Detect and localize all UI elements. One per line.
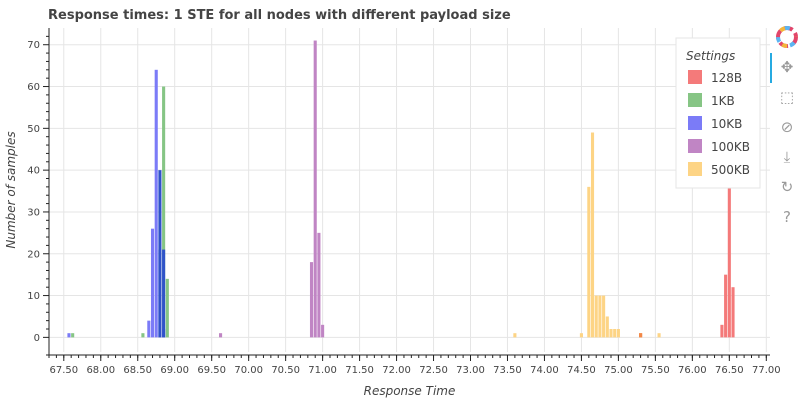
bar-500KB [513,333,517,338]
bar-100KB [321,324,325,338]
bar-100KB [313,40,317,338]
legend-swatch [688,70,702,84]
y-tick-label: 50 [27,124,40,135]
help-icon[interactable]: ? [783,208,791,226]
x-tick-label: 70.00 [234,365,263,376]
bar-10KB [154,69,158,338]
bar-1KB [141,333,145,338]
bar-500KB [616,329,620,338]
bokeh-logo-icon[interactable] [776,26,798,48]
bar-500KB [609,329,613,338]
y-tick-label: 10 [27,291,40,302]
x-tick-label: 68.00 [86,365,115,376]
legend-label: 10KB [711,117,742,131]
save-icon[interactable]: ⤓ [783,148,791,166]
axes: 67.50 68.00 68.50 69.00 69.50 70.00 70.50 71.00… [4,28,781,398]
bar-128B [724,274,728,338]
x-tick-label: 68.50 [123,365,152,376]
x-tick-label: 74.00 [530,365,559,376]
bar-1KB [71,333,75,338]
legend-swatch [688,139,702,153]
bar-500KB [598,295,602,338]
x-tick-label: 69.00 [160,365,189,376]
bar-500KB [657,333,661,338]
y-tick-label: 20 [27,249,40,260]
legend-swatch [688,116,702,130]
bar-1KB [162,86,166,338]
y-tick-label: 60 [27,82,40,93]
bar-10KB [150,228,155,338]
legend-label: 100KB [711,140,750,154]
bar-500KB [594,295,598,338]
legend: Settings 128B 1KB 10KB 100KB 500KB [675,37,761,189]
bar-500KB [590,132,595,338]
y-tick-label: 40 [27,166,40,177]
bar-128B [731,287,735,338]
legend-label: 1KB [711,94,735,108]
chart-title: Response times: 1 STE for all nodes with… [48,8,511,23]
x-axis-label: Response Time [364,384,456,398]
x-tick-label: 71.50 [345,365,374,376]
wheel-zoom-icon[interactable]: ⊘ [780,118,794,136]
active-tool-indicator [770,53,772,83]
bar-500KB [579,333,583,338]
x-tick-label: 73.50 [493,365,522,376]
x-tick-label: 70.50 [271,365,300,376]
x-tick-label: 72.00 [382,365,411,376]
bar-100KB [219,333,223,338]
overlap-bar [639,333,643,338]
pan-icon[interactable]: ✥ [780,58,794,76]
overlap-bar [158,170,162,338]
bar-500KB [602,295,606,338]
y-tick-label: 30 [27,207,40,218]
x-tick-label: 67.50 [49,365,78,376]
y-axis-label: Number of samples [4,131,18,248]
bar-128B [720,324,724,338]
legend-swatch [688,162,702,176]
x-tick-label: 75.00 [604,365,633,376]
x-tick-label: 76.00 [678,365,707,376]
bar-128B [727,182,731,338]
bar-500KB [613,329,617,338]
x-tick-label: 69.50 [197,365,226,376]
bar-100KB [317,232,321,338]
y-tick-label: 0 [34,333,40,344]
legend-title: Settings [686,49,735,63]
x-tick-label: 76.50 [715,365,744,376]
histogram-bars [67,40,735,338]
x-tick-label: 73.00 [456,365,485,376]
overlap-bar [162,249,166,338]
legend-swatch [688,93,702,107]
bar-1KB [165,278,169,338]
legend-label: 128B [711,71,742,85]
bar-10KB [147,320,151,338]
y-tick-label: 70 [27,40,40,51]
x-tick-label: 74.50 [567,365,596,376]
x-tick-label: 72.50 [419,365,448,376]
x-tick-label: 71.00 [308,365,337,376]
reset-icon[interactable]: ↻ [780,178,794,196]
x-tick-label: 75.50 [641,365,670,376]
bar-10KB [67,333,71,338]
bar-100KB [309,262,314,338]
x-tick-label: 77.00 [752,365,781,376]
legend-label: 500KB [711,163,750,177]
grid-lines [49,28,770,352]
bar-500KB [587,186,591,338]
bar-500KB [605,316,609,338]
box-zoom-icon[interactable]: ⬚ [779,88,795,106]
